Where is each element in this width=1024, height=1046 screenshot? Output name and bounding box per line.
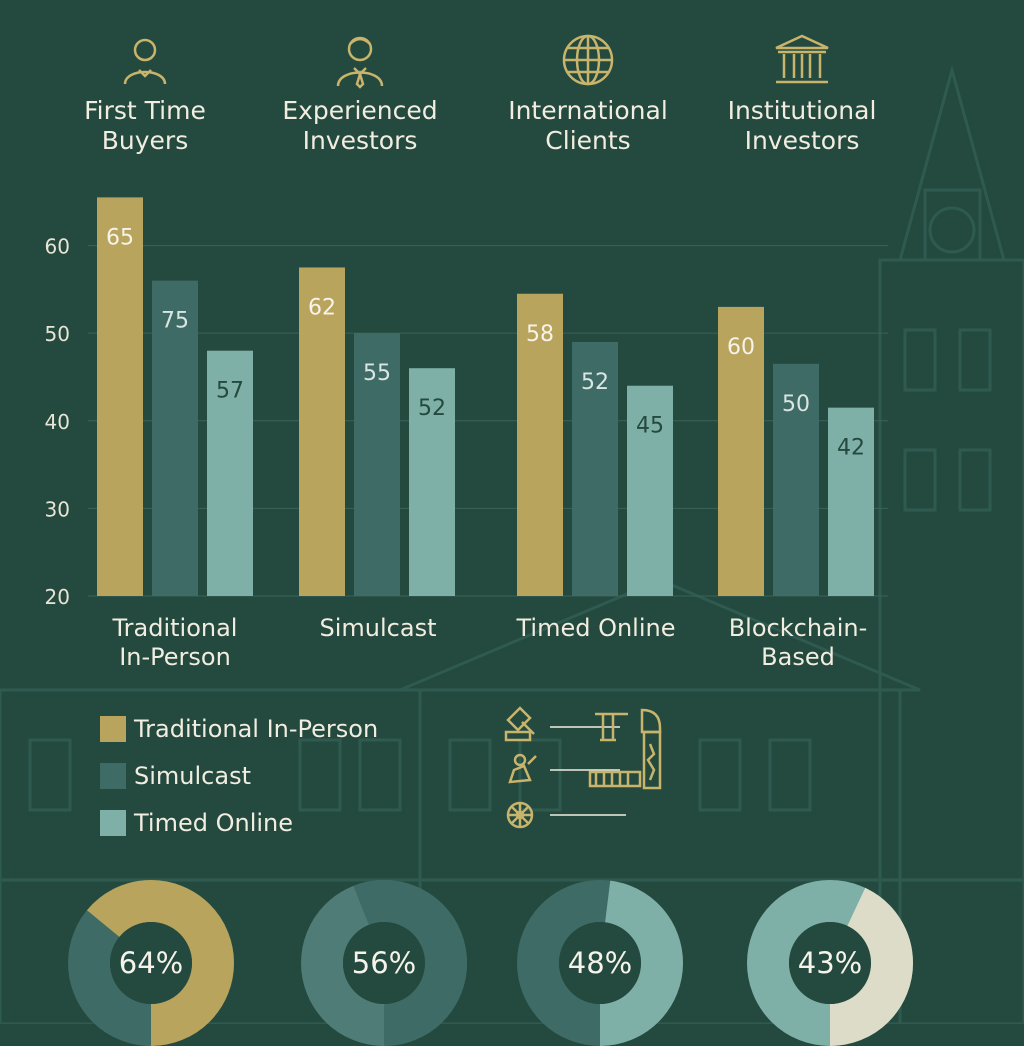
segment-label: Investors [302, 126, 418, 155]
legend-label: Simulcast [134, 761, 251, 790]
person-icon [123, 38, 167, 85]
bar [409, 368, 455, 596]
donut-chart-4: 43% [747, 880, 913, 1046]
x-category-label-line: Simulcast [319, 614, 437, 642]
building-background-illustration [0, 64, 1024, 1024]
x-category-label: Timed Online [501, 614, 691, 643]
blockchain-wheel-icon [506, 801, 534, 829]
legend-item-timed-online: Timed Online [100, 799, 378, 846]
legend-label: Timed Online [134, 808, 294, 837]
donut-chart-2: 56% [301, 880, 467, 1046]
donut-hole [343, 922, 425, 1004]
segment-label: Buyers [101, 126, 189, 155]
bar-value-label: 45 [636, 414, 664, 439]
bar [627, 385, 673, 596]
bar [299, 267, 345, 596]
x-category-label: Traditional In-Person [80, 614, 270, 672]
bar [354, 333, 400, 596]
segment-label: Experienced [282, 96, 438, 125]
legend-item-traditional: Traditional In-Person [100, 705, 378, 752]
y-tick-label: 20 [45, 585, 70, 609]
legend: Traditional In-Person Simulcast Timed On… [100, 705, 378, 846]
x-category-label-line: Blockchain- [728, 614, 868, 642]
businessman-icon [336, 36, 384, 89]
bar-value-label: 52 [581, 370, 609, 395]
donut-chart-3: 48% [517, 880, 683, 1046]
y-tick-label: 60 [45, 235, 70, 259]
bar [207, 350, 253, 596]
y-tick-label: 40 [45, 410, 70, 434]
globe-icon [562, 34, 614, 86]
auctioneer-hammer-icon [508, 753, 537, 784]
segment-label: Institutional [727, 96, 877, 125]
donut-percentage: 56% [351, 946, 417, 980]
bar-value-label: 60 [727, 335, 755, 360]
bar [517, 293, 563, 596]
bar-value-label: 42 [837, 436, 865, 461]
donut-percentage: 64% [118, 946, 184, 980]
bar-chart: 20 30 40 50 60 65 75 57 62 55 52 58 52 45 60 50 42 [45, 197, 888, 609]
bar-value-label: 55 [363, 361, 391, 386]
legend-item-simulcast: Simulcast [100, 752, 378, 799]
legend-swatch [100, 762, 126, 789]
bar-value-label: 50 [782, 392, 810, 417]
legend-label: Traditional In-Person [134, 714, 379, 743]
bar-value-label: 62 [308, 295, 336, 320]
segment-experienced-investors: Experienced Investors [240, 30, 480, 156]
donut-hole [789, 922, 871, 1004]
bar [572, 341, 618, 596]
bar-value-label: 58 [526, 322, 554, 347]
x-category-label: Simulcast [283, 614, 473, 643]
bar-value-label: 57 [216, 379, 244, 404]
x-category-label-line: Based [761, 643, 835, 671]
x-category-label-line: In-Person [119, 643, 231, 671]
gavel-block-icon [504, 706, 535, 742]
legend-swatch [100, 715, 126, 742]
segment-label: Investors [744, 126, 860, 155]
donut-hole [110, 922, 192, 1004]
segment-label: Clients [545, 126, 631, 155]
bar [152, 280, 198, 596]
bank-building-icon [775, 34, 829, 84]
bar [828, 407, 874, 596]
auction-machine-icon [588, 708, 662, 790]
segment-first-time-buyers: First Time Buyers [25, 30, 265, 156]
x-category-label-line: Timed Online [516, 614, 676, 642]
donut-percentage: 48% [567, 946, 633, 980]
bar-value-label: 52 [418, 396, 446, 421]
bar-value-label: 75 [161, 309, 189, 334]
bar [97, 197, 143, 596]
y-tick-label: 30 [45, 497, 70, 521]
auction-method-icons [504, 706, 662, 829]
x-category-label: Blockchain- Based [703, 614, 893, 672]
bar-value-label: 65 [106, 225, 134, 250]
segment-institutional-investors: Institutional Investors [682, 30, 922, 156]
y-tick-label: 50 [45, 322, 70, 346]
donut-hole [559, 922, 641, 1004]
legend-swatch [100, 809, 126, 836]
bar [718, 306, 764, 596]
segment-label: International [508, 96, 668, 125]
segment-international-clients: International Clients [468, 30, 708, 156]
donut-chart-1: 64% [68, 880, 234, 1046]
bar [773, 363, 819, 596]
x-category-label-line: Traditional [112, 614, 238, 642]
donut-percentage: 43% [797, 946, 863, 980]
segment-label: First Time [84, 96, 206, 125]
